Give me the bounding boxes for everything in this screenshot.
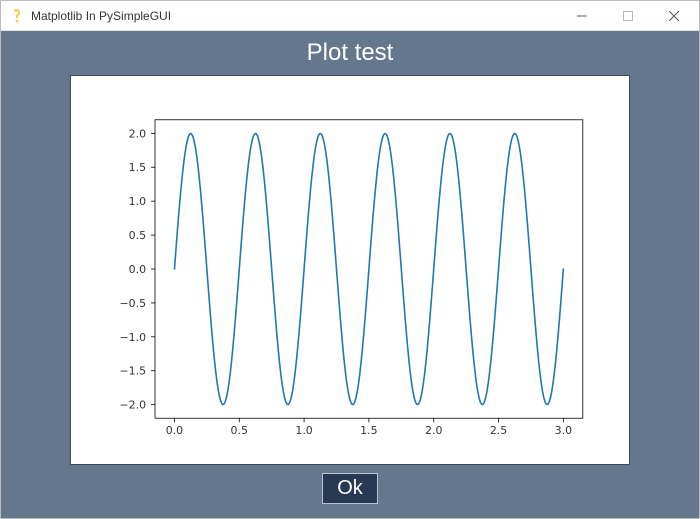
svg-text:2.0: 2.0 — [129, 127, 146, 140]
pysimplegui-icon — [9, 8, 25, 24]
plot-canvas: 0.0 0.5 1.0 1.5 2.0 2.5 3.0 −2.0 −1.5 −1.0 −0.5 0.0… — [70, 75, 630, 465]
ok-button[interactable]: Ok — [322, 473, 378, 504]
svg-text:−1.5: −1.5 — [119, 365, 146, 378]
svg-text:1.5: 1.5 — [360, 424, 377, 437]
svg-text:3.0: 3.0 — [555, 424, 572, 437]
svg-text:−0.5: −0.5 — [119, 297, 146, 310]
svg-text:2.0: 2.0 — [425, 424, 442, 437]
svg-text:0.0: 0.0 — [166, 424, 183, 437]
svg-text:−2.0: −2.0 — [119, 399, 146, 412]
svg-text:−1.0: −1.0 — [119, 331, 146, 344]
window-controls — [559, 1, 697, 30]
maximize-button[interactable] — [605, 1, 651, 30]
app-window: Matplotlib In PySimpleGUI Plot test 0.00… — [0, 0, 700, 519]
minimize-button[interactable] — [559, 1, 605, 30]
titlebar[interactable]: Matplotlib In PySimpleGUI — [1, 1, 699, 31]
close-button[interactable] — [651, 1, 697, 30]
svg-text:0.5: 0.5 — [231, 424, 248, 437]
svg-text:1.0: 1.0 — [295, 424, 312, 437]
svg-text:0.5: 0.5 — [129, 229, 146, 242]
svg-text:1.5: 1.5 — [129, 161, 146, 174]
window-title: Matplotlib In PySimpleGUI — [31, 9, 559, 23]
page-title: Plot test — [307, 39, 394, 67]
line-chart: 0.0 0.5 1.0 1.5 2.0 2.5 3.0 −2.0 −1.5 −1.0 −0.5 0.0… — [71, 76, 629, 464]
svg-text:2.5: 2.5 — [490, 424, 507, 437]
svg-text:1.0: 1.0 — [129, 195, 146, 208]
client-area: Plot test 0.0 0.5 1.0 1.5 2.0 2.5 3.0 −2.0 −1.5 −… — [1, 31, 699, 518]
svg-text:0.0: 0.0 — [129, 263, 146, 276]
